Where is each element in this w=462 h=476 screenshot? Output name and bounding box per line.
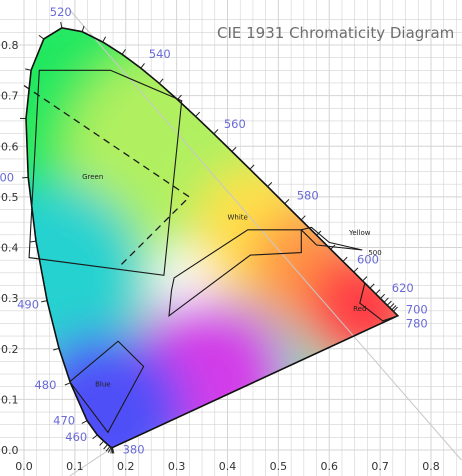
y-tick-label: 0.6 <box>1 140 19 153</box>
region-label: Red <box>353 305 366 313</box>
wavelength-labels: 380 460 470 480 490 500 520 540 560 580 600 620 7007… <box>0 5 428 457</box>
locus-tick <box>389 303 395 309</box>
diagonal-extension <box>69 9 462 461</box>
locus-tick <box>53 347 60 351</box>
region-green <box>28 69 183 276</box>
axis-tick-labels: 0.0 0.1 0.2 0.3 0.4 0.5 0.6 0.7 0.8 0.0 0.1 0.2 0.3 0… <box>1 39 440 473</box>
locus-tick <box>103 444 109 450</box>
locus-tick <box>375 289 381 295</box>
region-label: White <box>227 214 247 222</box>
x-tick-label: 0.6 <box>321 460 339 473</box>
wavelength-label: 540 <box>149 47 171 61</box>
locus-tick <box>99 440 105 446</box>
region-white <box>168 229 302 317</box>
wavelength-label: 460 <box>65 430 87 444</box>
wavelength-label: 780 <box>406 317 428 331</box>
y-tick-label: 0.5 <box>1 191 19 204</box>
y-tick-label: 0.0 <box>1 444 19 457</box>
locus-tick <box>25 68 32 71</box>
wavelength-label: 480 <box>34 378 56 392</box>
locus-tick <box>60 21 63 28</box>
region-label: Yellow <box>348 229 371 237</box>
locus-tick <box>41 300 48 303</box>
y-tick-label: 0.3 <box>1 292 19 305</box>
region-green-dashed-boundary <box>23 84 191 266</box>
region-red <box>359 281 399 322</box>
locus-tick <box>121 49 126 55</box>
locus-tick <box>195 111 201 117</box>
locus-tick <box>64 382 71 386</box>
x-tick-label: 0.5 <box>270 460 288 473</box>
locus-tick <box>369 283 375 289</box>
locus-tick <box>300 215 306 221</box>
locus-tick <box>392 306 398 312</box>
annotation-label: 500 <box>368 249 381 257</box>
wavelength-label: 620 <box>392 281 414 295</box>
locus-tick <box>38 34 45 40</box>
locus-tick <box>110 447 113 454</box>
wavelength-label: 580 <box>297 189 319 203</box>
chart-title: CIE 1931 Chromaticity Diagram <box>217 24 454 42</box>
wavelength-label: 560 <box>224 117 246 131</box>
regions: Green Blue White Yellow Red 500 <box>23 69 399 434</box>
gamut-blob-cyan <box>26 182 145 363</box>
locus-tick <box>158 78 164 84</box>
region-blue <box>69 340 145 434</box>
locus-tick <box>386 300 392 306</box>
purple-line-extension <box>69 447 113 476</box>
wavelength-label: 380 <box>123 442 145 456</box>
locus-tick <box>102 36 107 43</box>
locus-tick <box>380 293 386 299</box>
wavelength-label: 470 <box>53 414 75 428</box>
locus-tick <box>267 182 273 188</box>
locus-tick <box>92 434 98 440</box>
locus-tick <box>29 240 37 243</box>
y-tick-label: 0.1 <box>1 393 19 406</box>
x-tick-label: 0.3 <box>168 460 186 473</box>
wavelength-label: 600 <box>357 252 379 266</box>
x-tick-label: 0.4 <box>219 460 237 473</box>
wavelength-label: 700 <box>406 303 428 317</box>
locus-tick <box>81 25 85 32</box>
locus-tick <box>391 305 397 311</box>
x-tick-label: 0.8 <box>422 460 440 473</box>
region-label: Green <box>82 173 103 181</box>
wavelength-label: 490 <box>17 298 39 312</box>
y-tick-label: 0.7 <box>1 90 19 103</box>
x-tick-label: 0.1 <box>66 460 84 473</box>
region-label: Blue <box>95 381 111 389</box>
y-tick-label: 0.8 <box>1 39 19 52</box>
x-tick-label: 0.2 <box>117 460 135 473</box>
locus-tick <box>362 276 368 282</box>
locus-tick <box>231 146 237 152</box>
locus-tick <box>249 164 255 170</box>
locus-tick <box>213 129 219 135</box>
wavelength-label: 500 <box>0 170 14 184</box>
locus-tick <box>105 446 111 452</box>
locus-tick <box>383 297 389 303</box>
locus-tick <box>353 267 359 273</box>
locus-tick <box>81 420 88 424</box>
locus-tick <box>342 256 348 262</box>
x-tick-label: 0.7 <box>371 460 389 473</box>
locus-tick <box>284 199 290 205</box>
y-tick-label: 0.2 <box>1 343 19 356</box>
wavelength-label: 520 <box>50 5 72 19</box>
locus-ticks <box>19 21 398 454</box>
x-tick-label: 0.0 <box>15 460 33 473</box>
region-yellow <box>300 226 363 251</box>
locus-tick <box>107 447 112 453</box>
y-tick-label: 0.4 <box>1 242 19 255</box>
locus-tick <box>140 63 145 69</box>
